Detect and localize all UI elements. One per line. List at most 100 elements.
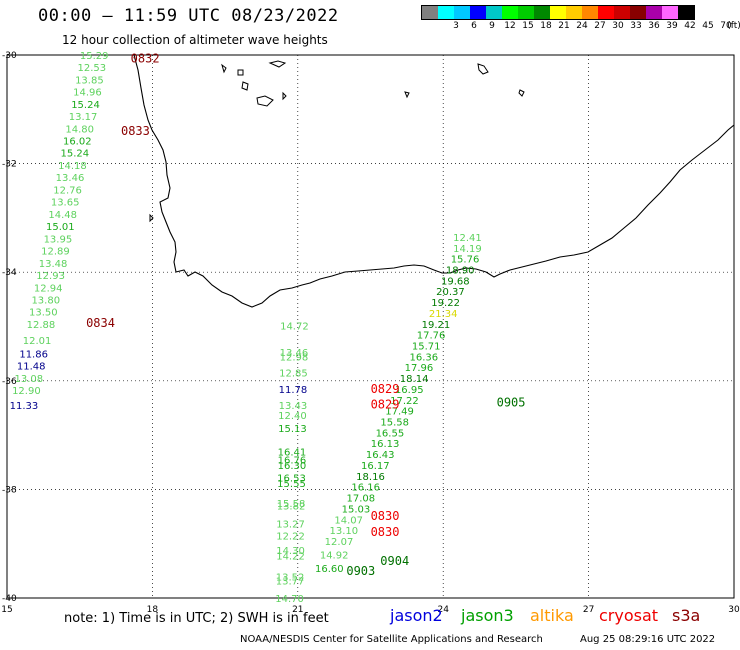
- coastline-island-7: [404, 91, 410, 99]
- pass-time-label: 0904: [380, 554, 409, 568]
- wave-height-label: 12.07: [325, 537, 354, 548]
- pass-time-label: 0833: [121, 124, 150, 138]
- wave-height-label: 12.88: [27, 320, 56, 331]
- axis-labels: 15 18 21 24 27 30 -30 -32 -34 -36 -38 -40: [1, 51, 740, 615]
- wave-height-label: 15.24: [61, 149, 90, 160]
- wave-height-label: 16.53: [277, 473, 306, 484]
- legend-label: 9: [489, 21, 495, 31]
- legend-label: 42: [684, 21, 696, 31]
- lat-tick-label: -34: [2, 268, 17, 278]
- legend-swatch: [566, 6, 582, 19]
- wave-height-label: 13.46: [56, 173, 85, 184]
- coastline: [133, 54, 735, 308]
- legend-swatch: [582, 6, 598, 19]
- wave-height-label: 13.50: [29, 307, 58, 318]
- wave-height-label: 14.48: [48, 210, 77, 221]
- lat-tick-label: -36: [2, 377, 17, 387]
- map-subtitle: 12 hour collection of altimeter wave hei…: [62, 33, 328, 47]
- wave-height-label: 16.55: [376, 428, 405, 439]
- legend-label: 39: [666, 21, 678, 31]
- coastline-island-8: [477, 63, 489, 75]
- credit-text: NOAA/NESDIS Center for Satellite Applica…: [240, 634, 543, 645]
- wave-height-label: 13.17: [69, 112, 98, 123]
- wave-height-label: 16.02: [63, 136, 92, 147]
- pass-time-label: 0832: [131, 52, 160, 66]
- wave-height-label: 12.90: [12, 386, 41, 397]
- wave-height-label: 18.14: [400, 374, 429, 385]
- lat-tick-label: -40: [2, 594, 17, 604]
- legend-label: 21: [558, 21, 570, 31]
- legend-swatch: [662, 6, 678, 19]
- legend-label: 36: [648, 21, 660, 31]
- coastline-island-6: [268, 60, 287, 68]
- wave-height-label: 13.46: [280, 348, 309, 359]
- wave-height-label: 13.27: [276, 520, 305, 531]
- wave-height-label: 15.29: [80, 51, 109, 62]
- wave-height-label: 16.30: [278, 461, 307, 472]
- satellite-jason3: jason3: [461, 606, 514, 625]
- wave-height-label: 13.08: [14, 374, 43, 385]
- wave-height-label: 13.52: [276, 572, 305, 583]
- pass-time-label: 0830: [371, 509, 400, 523]
- legend-label: 24: [576, 21, 588, 31]
- wave-height-label: 14.07: [334, 515, 363, 526]
- coastline-island-3: [241, 81, 249, 91]
- wave-height-label: 11.33: [10, 401, 39, 412]
- wave-height-label: 13.43: [279, 401, 308, 412]
- wave-height-label: 12.40: [278, 411, 307, 422]
- wave-height-label: 14.18: [58, 161, 87, 172]
- coastline-island-5: [282, 91, 287, 101]
- wave-height-label: 13.80: [31, 295, 60, 306]
- legend-swatch: [614, 6, 630, 19]
- wave-height-label: 17.49: [385, 407, 414, 418]
- wave-height-label: 16.60: [315, 564, 344, 575]
- legend-swatch: [534, 6, 550, 19]
- pass-time-label: 0829: [371, 382, 400, 396]
- pass-time-label: 0830: [371, 525, 400, 539]
- legend-swatch: [598, 6, 614, 19]
- lat-tick-label: -32: [2, 160, 17, 170]
- legend-label: 70: [720, 21, 732, 31]
- wave-height-label: 13.85: [75, 75, 104, 86]
- wave-height-label: 13.65: [51, 198, 80, 209]
- legend-swatch: [630, 6, 646, 19]
- wave-height-label: 12.93: [36, 271, 65, 282]
- wave-height-label: 11.48: [17, 362, 46, 373]
- wave-height-label: 14.30: [276, 546, 305, 557]
- wave-height-label: 19.22: [431, 298, 460, 309]
- wave-height-label: 12.94: [34, 283, 63, 294]
- legend-labels: 3 6 9 12 15 18 21 24 27 30 33 36 39 42 45 70 (ft): [421, 21, 740, 35]
- wave-height-label: 14.80: [65, 124, 94, 135]
- legend-swatch: [454, 6, 470, 19]
- wave-height-label: 16.36: [409, 352, 438, 363]
- wave-height-label: 12.85: [279, 369, 308, 380]
- coastline-island-2: [237, 69, 244, 76]
- wave-height-label: 14.72: [280, 321, 309, 332]
- legend-swatch: [518, 6, 534, 19]
- legend-label: 15: [522, 21, 534, 31]
- wave-height-label: 12.41: [453, 233, 482, 244]
- legend-swatch: [438, 6, 454, 19]
- wave-height-label: 16.76: [278, 456, 307, 467]
- wave-height-label: 15.01: [46, 222, 75, 233]
- legend-label: 27: [594, 21, 606, 31]
- legend-swatch: [470, 6, 486, 19]
- wave-height-label: 14.70: [275, 594, 304, 605]
- wave-height-label: 15.24: [71, 100, 100, 111]
- pass-time-label: 0834: [86, 316, 115, 330]
- observation-layer: 15.2912.5313.8514.9615.2413.1714.8016.02…: [10, 51, 482, 605]
- coastline-island-4: [256, 95, 274, 107]
- wave-height-label: 18.16: [356, 472, 385, 483]
- time-label-layer: 0832 0833 0834 0829 0829 0830 0830 0905 0904 0903: [86, 52, 525, 578]
- legend-swatch: [646, 6, 662, 19]
- wave-height-label: 16.95: [395, 385, 424, 396]
- wave-height-label: 15.76: [451, 255, 480, 266]
- wave-height-label: 13.82: [277, 502, 306, 513]
- map-title: 00:00 — 11:59 UTC 08/23/2022: [38, 6, 339, 26]
- wave-height-label: 12.98: [280, 352, 309, 363]
- wave-height-label: 15.13: [278, 424, 307, 435]
- wave-height-label: 19.21: [422, 320, 451, 331]
- pass-time-label: 0829: [371, 398, 400, 412]
- lat-tick-label: -30: [2, 51, 17, 61]
